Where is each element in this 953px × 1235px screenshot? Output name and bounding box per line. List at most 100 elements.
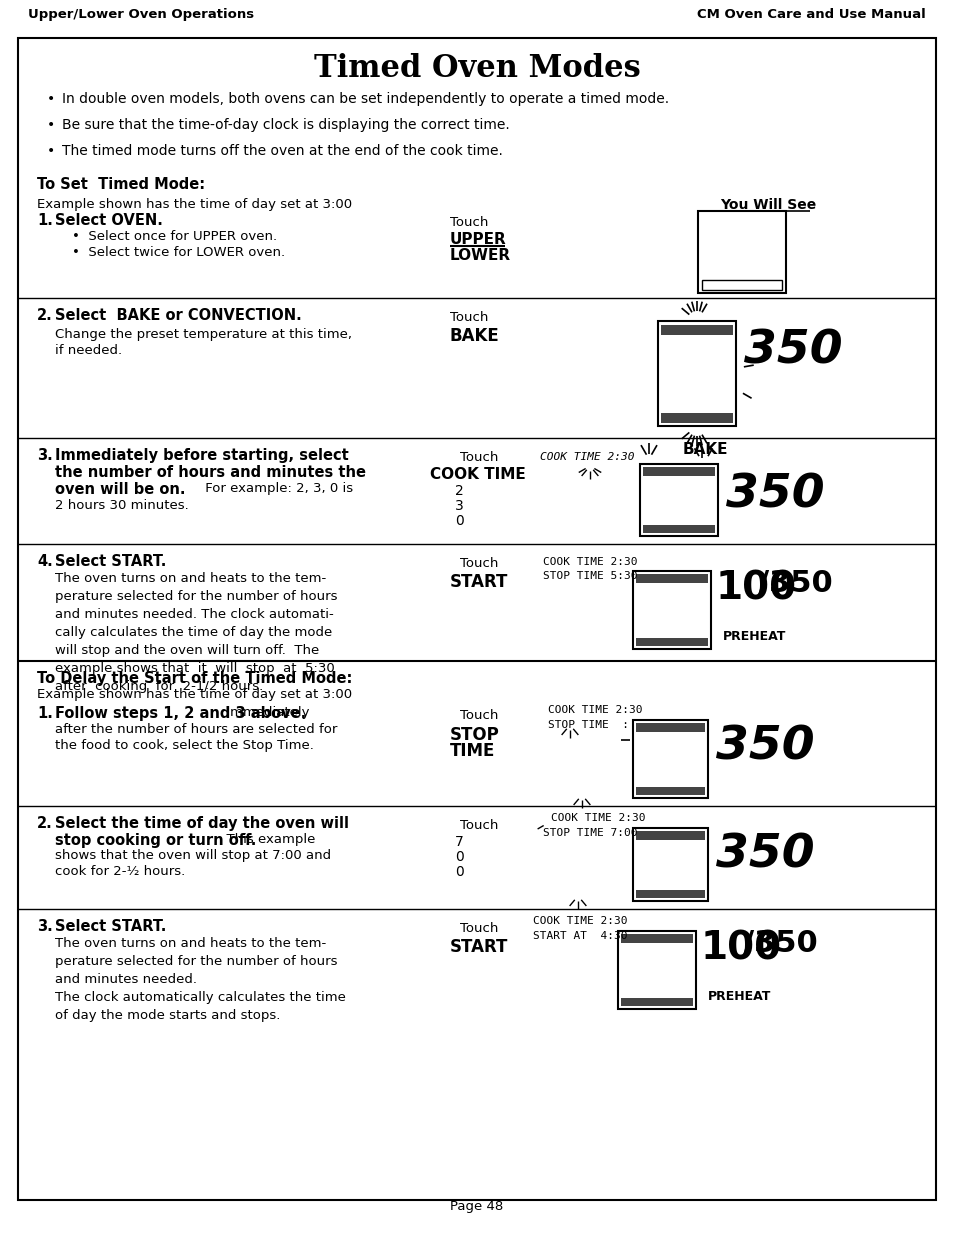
Text: 3.: 3. [37,919,52,934]
Bar [633,571,710,650]
Text: CM Oven Care and Use Manual: CM Oven Care and Use Manual [697,7,925,21]
Text: Follow steps 1, 2 and 3 above.: Follow steps 1, 2 and 3 above. [55,706,306,721]
Text: 1.: 1. [37,706,52,721]
Text: This example: This example [218,832,315,846]
Text: UPPER: UPPER [450,232,506,247]
Text: The oven turns on and heats to the tem-
perature selected for the number of hour: The oven turns on and heats to the tem- … [55,937,337,986]
Text: shows that the oven will stop at 7:00 and: shows that the oven will stop at 7:00 an… [55,848,331,862]
Bar [639,464,718,536]
Text: •  Select twice for LOWER oven.: • Select twice for LOWER oven. [71,246,285,259]
Text: To Set  Timed Mode:: To Set Timed Mode: [37,177,205,191]
Text: Select the time of day the oven will: Select the time of day the oven will [55,816,349,831]
Bar [642,525,714,534]
Bar [660,412,732,424]
Text: Change the preset temperature at this time,: Change the preset temperature at this ti… [55,329,352,341]
Text: Immediately before starting, select: Immediately before starting, select [55,448,349,463]
Text: 2.: 2. [37,308,52,324]
Bar [698,211,785,293]
Bar [660,325,732,335]
Text: Touch: Touch [459,557,497,571]
Text: COOK TIME 2:30: COOK TIME 2:30 [539,452,634,462]
Text: Select  BAKE or CONVECTION.: Select BAKE or CONVECTION. [55,308,301,324]
Text: The clock automatically calculates the time
of day the mode starts and stops.: The clock automatically calculates the t… [55,990,346,1023]
Text: Touch: Touch [450,216,488,228]
Text: 2: 2 [455,484,463,498]
Bar [636,831,704,840]
Text: Select START.: Select START. [55,555,166,569]
Text: the food to cook, select the Stop Time.: the food to cook, select the Stop Time. [55,739,314,752]
Text: oven will be on.: oven will be on. [55,482,185,496]
Text: LOWER: LOWER [450,248,511,263]
Text: PREHEAT: PREHEAT [707,990,771,1003]
Text: COOK TIME 2:30: COOK TIME 2:30 [542,557,637,567]
Text: COOK TIME 2:30: COOK TIME 2:30 [533,916,627,926]
Text: Be sure that the time-of-day clock is displaying the correct time.: Be sure that the time-of-day clock is di… [62,119,509,132]
Text: STOP: STOP [450,726,499,743]
Bar [633,827,707,902]
Text: To Delay the Start of the Timed Mode:: To Delay the Start of the Timed Mode: [37,671,352,685]
Text: •: • [47,144,55,158]
Text: STOP TIME 7:00: STOP TIME 7:00 [542,827,637,839]
Text: START AT  4:30: START AT 4:30 [533,931,627,941]
Text: The timed mode turns off the oven at the end of the cook time.: The timed mode turns off the oven at the… [62,144,502,158]
Bar [701,280,781,290]
Text: Touch: Touch [450,311,488,324]
Bar [636,890,704,898]
Text: Immediately: Immediately [222,706,309,719]
Text: Example shown has the time of day set at 3:00: Example shown has the time of day set at… [37,198,352,211]
Text: START: START [450,939,508,956]
Text: 1.: 1. [37,212,52,228]
Text: •  Select once for UPPER oven.: • Select once for UPPER oven. [71,230,276,243]
Text: STOP TIME  :: STOP TIME : [547,720,628,730]
Text: 350: 350 [716,832,814,878]
Bar [620,998,692,1007]
Bar [633,720,707,798]
Bar [618,931,696,1009]
Text: Page 48: Page 48 [450,1200,503,1213]
Text: PREHEAT: PREHEAT [722,630,785,643]
Text: 350: 350 [725,472,823,517]
Bar [658,321,735,426]
Text: the number of hours and minutes the: the number of hours and minutes the [55,466,366,480]
Text: 0: 0 [455,514,463,529]
Text: /350: /350 [758,569,832,598]
Text: BAKE: BAKE [450,327,499,345]
Text: Example shown has the time of day set at 3:00: Example shown has the time of day set at… [37,688,352,701]
Text: COOK TIME 2:30: COOK TIME 2:30 [547,705,641,715]
Text: Touch: Touch [459,709,497,722]
Text: Touch: Touch [459,923,497,935]
Bar [636,638,707,646]
Bar [636,574,707,583]
Bar [642,467,714,475]
Text: For example: 2, 3, 0 is: For example: 2, 3, 0 is [201,482,353,495]
Text: TIME: TIME [450,742,495,760]
Text: Upper/Lower Oven Operations: Upper/Lower Oven Operations [28,7,253,21]
Bar [636,787,704,795]
Text: Timed Oven Modes: Timed Oven Modes [314,53,639,84]
Text: Touch: Touch [459,451,497,464]
Text: 4.: 4. [37,555,52,569]
Text: 100: 100 [716,569,797,606]
Text: 3.: 3. [37,448,52,463]
Text: 100: 100 [700,929,781,967]
Text: /350: /350 [742,929,817,958]
Text: The oven turns on and heats to the tem-
perature selected for the number of hour: The oven turns on and heats to the tem- … [55,572,337,693]
Text: BAKE: BAKE [681,442,727,457]
Text: 350: 350 [743,329,841,374]
Text: In double oven models, both ovens can be set independently to operate a timed mo: In double oven models, both ovens can be… [62,91,668,106]
Text: stop cooking or turn off.: stop cooking or turn off. [55,832,256,848]
Text: 2 hours 30 minutes.: 2 hours 30 minutes. [55,499,189,513]
Text: Select OVEN.: Select OVEN. [55,212,163,228]
Text: 350: 350 [716,725,814,769]
Text: •: • [47,91,55,106]
Text: Select START.: Select START. [55,919,166,934]
Text: 0: 0 [455,850,463,864]
Bar [620,934,692,944]
Text: •: • [47,119,55,132]
Text: Touch: Touch [459,819,497,832]
Text: if needed.: if needed. [55,345,122,357]
Text: STOP TIME 5:30: STOP TIME 5:30 [542,571,637,580]
Text: after the number of hours are selected for: after the number of hours are selected f… [55,722,337,736]
Text: 7: 7 [455,835,463,848]
Text: 0: 0 [455,864,463,879]
